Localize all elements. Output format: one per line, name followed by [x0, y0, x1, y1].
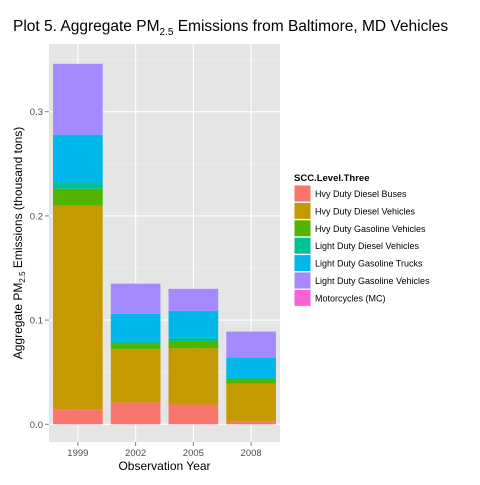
bar-segment	[110, 402, 161, 425]
legend-swatch	[294, 202, 311, 219]
y-tick-label: 0.0	[30, 420, 43, 431]
bar-segment	[168, 341, 219, 349]
bars	[53, 63, 276, 425]
bar-segment	[226, 379, 276, 384]
bar-segment	[53, 409, 103, 425]
bar-segment	[110, 349, 161, 403]
chart-title: Plot 5. Aggregate PM2.5 Emissions from B…	[13, 18, 448, 38]
legend-items: Hvy Duty Diesel Buses Hvy Duty Diesel Veh…	[293, 184, 430, 307]
bar-segment	[110, 283, 161, 314]
y-tick-label: 0.1	[30, 316, 43, 327]
legend-swatch	[294, 185, 311, 202]
legend-swatch	[294, 272, 311, 289]
legend-swatch	[294, 237, 311, 254]
bar-segment	[53, 188, 103, 206]
bar-segment	[53, 182, 103, 189]
legend-label: Light Duty Diesel Vehicles	[315, 241, 420, 251]
legend-label: Hvy Duty Diesel Buses	[315, 189, 407, 199]
legend-label: Hvy Duty Gasoline Vehicles	[315, 224, 426, 234]
y-tick-label: 0.2	[30, 211, 43, 222]
bar-segment	[226, 377, 276, 380]
bar-segment	[226, 421, 276, 425]
x-tick-label: 2005	[183, 448, 204, 459]
x-tick-label: 2008	[241, 448, 262, 459]
legend-label: Light Duty Gasoline Vehicles	[315, 276, 430, 286]
legend-swatch	[294, 289, 311, 306]
bar-segment	[226, 357, 276, 378]
bar-segment	[226, 383, 276, 422]
bar-segment	[110, 313, 161, 342]
bar-segment	[110, 341, 161, 345]
legend-title: SCC.Level.Three	[294, 173, 370, 184]
y-axis-label: Aggregate PM2.5 Emissions (thousand tons…	[11, 127, 27, 360]
legend-label: Motorcycles (MC)	[315, 293, 386, 303]
bar-segment	[168, 288, 219, 311]
bar-segment	[226, 331, 276, 358]
legend-label: Light Duty Gasoline Trucks	[315, 259, 423, 269]
bar-segment	[53, 134, 103, 183]
legend-label: Hvy Duty Diesel Vehicles	[315, 206, 416, 216]
x-tick-label: 1999	[67, 448, 88, 459]
bar-segment	[168, 404, 219, 425]
legend: SCC.Level.Three Hvy Duty Diesel BusesHvy…	[293, 173, 430, 307]
bar-segment	[53, 205, 103, 410]
legend-swatch	[294, 220, 311, 237]
x-tick-label: 2002	[125, 448, 146, 459]
bar-segment	[168, 310, 219, 338]
bar-segment	[110, 344, 161, 350]
x-axis-ticks: 1999 2002 2005 2008	[67, 442, 262, 459]
bar-segment	[53, 63, 103, 135]
x-axis-label: Observation Year	[118, 459, 210, 473]
legend-swatch	[294, 255, 311, 272]
bar-segment	[168, 337, 219, 342]
y-tick-label: 0.3	[30, 107, 43, 118]
bar-segment	[168, 348, 219, 405]
y-axis-ticks: 0.0 0.1 0.2 0.3	[30, 107, 49, 431]
